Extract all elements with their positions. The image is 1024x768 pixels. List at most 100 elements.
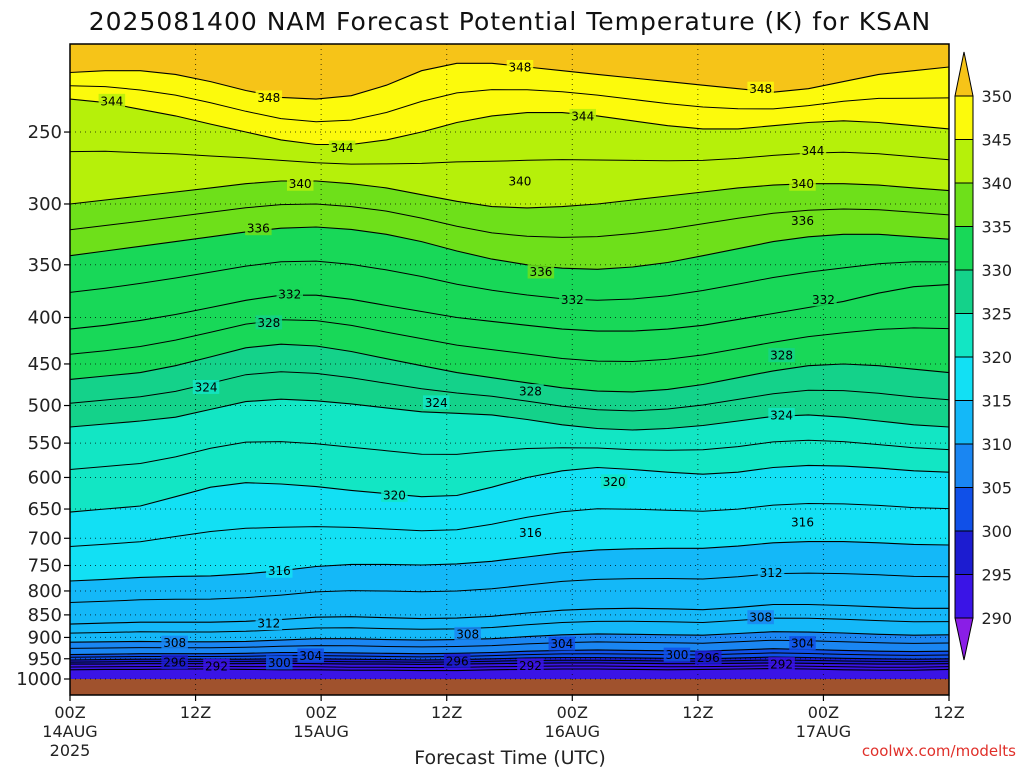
colorbar-tick-label: 325: [981, 305, 1012, 324]
fill-band-290: [70, 668, 949, 679]
contour-label: 316: [519, 526, 542, 540]
contour-label-bg: [799, 143, 827, 158]
contour-label-bg: [789, 213, 816, 228]
contour-label-bg: [600, 474, 628, 489]
fill-band-314: [70, 541, 949, 625]
colorbar-box-340: [954, 139, 974, 184]
contour-316: [70, 541, 949, 582]
x-tick-date: 14AUG: [42, 722, 97, 741]
contour-label-bg: [203, 658, 230, 673]
contour-label: 300: [665, 648, 688, 662]
y-tick-label: 950: [28, 649, 62, 670]
x-tick-label: 12Z: [682, 703, 713, 722]
contour-label-bg: [517, 658, 544, 673]
ground-strip: [70, 679, 949, 695]
y-tick-label: 300: [28, 194, 62, 215]
contour-label: 312: [760, 566, 783, 580]
contour-label-bg: [747, 81, 774, 96]
contour-label-bg: [810, 292, 837, 307]
contour-308: [70, 631, 949, 643]
fill-band-334: [70, 227, 949, 332]
contour-314: [70, 572, 949, 603]
contour-label-bg: [527, 264, 555, 279]
contour-label: 344: [100, 94, 123, 108]
contour-346: [70, 85, 949, 123]
x-tick-label: 00Z: [808, 703, 839, 722]
contour-label: 292: [770, 658, 793, 672]
contour-label: 344: [571, 109, 594, 123]
colorbar-tick-label: 290: [981, 609, 1012, 628]
contour-label-bg: [423, 395, 450, 410]
contour-label-bg: [768, 348, 795, 363]
x-tick-label: 12Z: [180, 703, 211, 722]
contour-label: 348: [749, 82, 772, 96]
contour-label-bg: [98, 93, 126, 108]
contour-310: [70, 617, 949, 634]
contour-label-bg: [297, 648, 324, 663]
colorbar-tick-label: 350: [981, 87, 1012, 106]
contour-label-bg: [266, 563, 293, 578]
fill-band-330: [70, 284, 949, 392]
colorbar-box-305: [954, 443, 974, 488]
colorbar-tick-label: 305: [981, 479, 1012, 498]
contour-label: 308: [163, 636, 186, 650]
contour-label-bg: [255, 315, 283, 330]
contour-label-bg: [161, 635, 188, 650]
contour-label: 328: [257, 316, 280, 330]
contour-label: 308: [749, 611, 772, 625]
y-tick-label: 750: [28, 555, 62, 576]
contour-320: [70, 464, 949, 513]
contour-label-bg: [255, 616, 283, 631]
plot-frame: [69, 43, 950, 696]
contour-label: 308: [456, 627, 479, 641]
colorbar-box-300: [954, 487, 974, 532]
y-tick-label: 850: [28, 605, 62, 626]
contour-label-bg: [381, 487, 408, 502]
x-tick-date: 16AUG: [545, 722, 600, 741]
contour-label-bg: [768, 407, 795, 422]
colorbar-tick-label: 335: [981, 218, 1012, 237]
fill-band-310: [70, 604, 949, 643]
colorbar-tick-label: 340: [981, 174, 1012, 193]
contour-label-bg: [454, 626, 481, 641]
y-tick-label: 400: [28, 307, 62, 328]
colorbar-box-335: [954, 182, 974, 227]
x-tick-year: 2025: [50, 741, 91, 760]
contour-label-bg: [663, 647, 691, 662]
contour-332: [70, 284, 949, 332]
x-tick-label: 12Z: [431, 703, 462, 722]
colorbar-box-330: [954, 226, 974, 271]
fill-band-338: [70, 181, 949, 270]
contour-label: 340: [289, 177, 312, 191]
contour-label-bg: [245, 221, 272, 236]
x-tick-label: 00Z: [557, 703, 588, 722]
contour-312: [70, 603, 949, 625]
contour-label: 304: [550, 637, 573, 651]
contour-label: 344: [331, 141, 354, 155]
colorbar-box-295: [954, 530, 974, 575]
colorbar-tick-label: 310: [981, 435, 1012, 454]
contour-label: 340: [791, 177, 814, 191]
contour-label-bg: [768, 657, 795, 672]
fill-band-318: [70, 465, 949, 581]
contour-label-bg: [286, 176, 314, 191]
contour-label: 316: [791, 516, 814, 530]
fill-band-350: [70, 44, 949, 100]
contour-label: 320: [383, 488, 406, 502]
fill-band-346: [70, 63, 949, 145]
contour-label-bg: [255, 90, 283, 105]
fill-band-322: [70, 399, 949, 513]
contour-322: [70, 439, 949, 470]
contour-label: 348: [509, 60, 532, 74]
contour-label: 304: [791, 637, 814, 651]
contour-label: 304: [299, 649, 322, 663]
contour-label-bg: [789, 515, 816, 530]
contour-label: 336: [247, 222, 270, 236]
x-axis-label: Forecast Time (UTC): [414, 747, 605, 768]
contour-label: 292: [519, 659, 542, 673]
fill-band-306: [70, 631, 949, 655]
y-tick-label: 1000: [16, 669, 62, 690]
colorbar-box-315: [954, 356, 974, 401]
contour-label-bg: [695, 650, 722, 665]
y-tick-label: 550: [28, 433, 62, 454]
